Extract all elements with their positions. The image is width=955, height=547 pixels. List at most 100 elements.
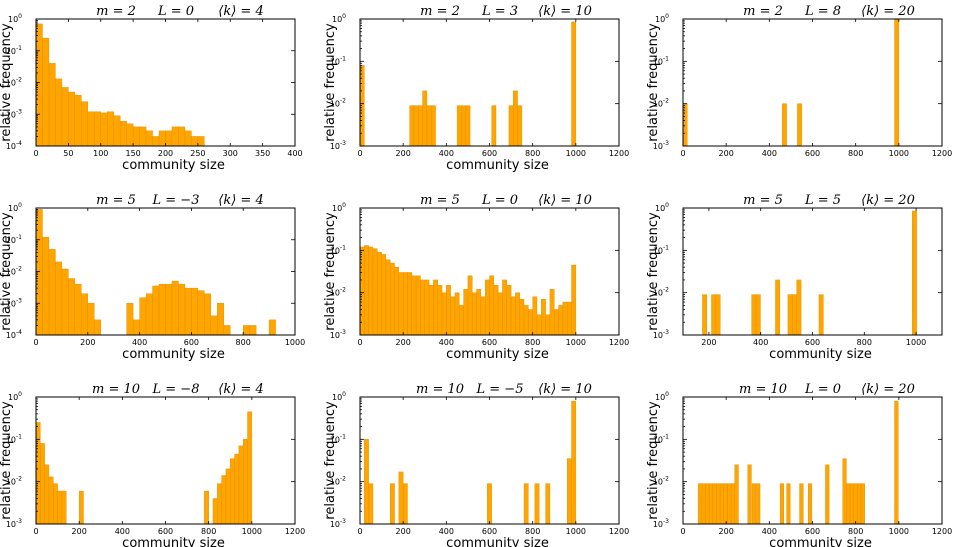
bar-6-8 [792, 294, 797, 336]
bar-5-18 [433, 279, 438, 336]
bar-9-13 [751, 483, 756, 525]
bar-1-21 [165, 130, 173, 147]
y-axis-label: relative frequency [646, 401, 661, 520]
y-axis-label: relative frequency [0, 212, 14, 331]
x-tick-label: 600 [805, 338, 820, 347]
histogram-panel-1: 0 50 100 150 200 250 300 350 400 10-4 10-3 10-2 10-1… [0, 4, 303, 173]
x-axis-label: community size [122, 347, 225, 362]
bar-5-45 [549, 289, 555, 336]
x-tick-label: 1000 [566, 149, 586, 158]
bar-1-12 [107, 111, 114, 147]
x-tick-label: 1200 [609, 338, 629, 347]
bar-5-6 [381, 254, 387, 336]
bar-1-24 [184, 130, 192, 147]
bar-4-12 [132, 319, 140, 336]
y-tick-label: 10-3 [653, 329, 669, 340]
panel-title-part: m = 5 [420, 193, 460, 208]
bar-4-29 [268, 319, 276, 336]
x-tick-label: 200 [719, 149, 734, 158]
plot-frame [682, 207, 943, 336]
bar-5-9 [394, 266, 400, 336]
bar-9-23 [853, 483, 858, 525]
y-axis-label: relative frequency [0, 401, 14, 520]
y-tick-label: 100 [332, 13, 346, 24]
bar-9-3 [705, 483, 710, 525]
x-axis-label: community size [446, 536, 549, 547]
histogram-panel-2: 0 200 400 600 800 1000 1200 10-3 10-2 10-1 100 m = … [323, 4, 629, 173]
bar-7-6 [57, 490, 63, 525]
bar-8-8 [534, 483, 540, 525]
x-tick-label: 300 [223, 149, 238, 158]
y-tick-label: 10-2 [330, 287, 346, 298]
bar-4-14 [145, 293, 153, 336]
bar-1-8 [81, 101, 88, 147]
panel-title-part: ⟨k⟩ = 4 [218, 382, 263, 397]
panel-title-part: m = 10 [92, 382, 140, 397]
bar-6-7 [787, 294, 793, 336]
bar-5-7 [385, 259, 391, 336]
x-tick-label: 400 [439, 527, 454, 536]
bar-2-10 [465, 105, 471, 147]
x-axis-label: community size [446, 347, 549, 362]
bar-5-24 [459, 305, 464, 336]
bar-3-4 [894, 19, 900, 147]
y-tick-label: 10-2 [6, 77, 22, 88]
bar-5-35 [506, 285, 512, 336]
x-tick-label: 200 [396, 338, 411, 347]
bar-7-15 [234, 453, 240, 525]
bar-1-3 [48, 63, 56, 147]
bar-4-20 [184, 287, 192, 336]
panel-title-part: L = 0 [157, 4, 194, 19]
bar-1-5 [61, 87, 69, 147]
bar-4-4 [55, 261, 63, 336]
y-tick-label: 10-1 [330, 244, 346, 255]
bar-1-20 [158, 130, 166, 147]
histogram-panel-7: 0 200 400 600 800 1000 1200 10-3 10-2 10-1 100 m = … [0, 382, 305, 547]
y-tick-label: 10-3 [653, 518, 669, 529]
y-tick-label: 100 [655, 391, 669, 402]
bar-4-22 [197, 290, 205, 336]
bar-1-14 [119, 121, 127, 147]
x-tick-label: 600 [805, 149, 820, 158]
bar-1-2 [42, 37, 50, 147]
panel-title-part: ⟨k⟩ = 10 [538, 382, 592, 397]
panel-title-part: m = 10 [739, 382, 787, 397]
bar-9-7 [719, 483, 724, 525]
y-axis-label: relative frequency [646, 23, 661, 142]
x-tick-label: 0 [33, 527, 38, 536]
histogram-panel-8: 0 200 400 600 800 1000 1200 10-3 10-2 10-1 100 m = … [323, 382, 629, 547]
panel-title-part: L = −8 [152, 382, 200, 397]
bar-9-16 [786, 483, 791, 525]
x-tick-label: 200 [72, 527, 87, 536]
panel-title-part: L = 8 [804, 4, 841, 19]
bar-5-37 [515, 292, 520, 336]
x-tick-label: 400 [287, 149, 302, 158]
bar-5-33 [497, 292, 503, 336]
y-tick-label: 10-2 [6, 476, 22, 487]
panel-title-part: m = 2 [743, 4, 783, 19]
histogram-panel-6: 200 400 600 800 1000 10-3 10-2 10-1 100 m = 5 L = … [646, 193, 943, 362]
x-tick-label: 50 [63, 149, 73, 158]
bar-7-12 [221, 475, 227, 525]
bar-9-20 [842, 458, 847, 525]
y-tick-label: 10-1 [330, 55, 346, 66]
x-tick-label: 600 [184, 338, 199, 347]
y-tick-label: 10-2 [653, 287, 669, 298]
panel-title-part: ⟨k⟩ = 10 [538, 193, 592, 208]
panel-title-part: ⟨k⟩ = 20 [861, 193, 915, 208]
bar-4-26 [223, 325, 231, 336]
y-tick-label: 10-3 [653, 140, 669, 151]
bar-6-11 [912, 210, 917, 336]
bar-5-10 [398, 272, 404, 336]
bar-2-8 [456, 105, 462, 147]
bar-4-27 [242, 325, 250, 336]
bar-7-4 [48, 476, 54, 525]
bar-1-15 [126, 123, 134, 147]
bar-4-6 [68, 278, 76, 336]
bar-5-39 [523, 305, 529, 336]
panel-title-part: L = 5 [804, 193, 841, 208]
bar-5-31 [489, 275, 495, 336]
x-axis-label: community size [446, 158, 549, 173]
bar-5-2 [364, 245, 369, 336]
x-tick-label: 200 [396, 149, 411, 158]
